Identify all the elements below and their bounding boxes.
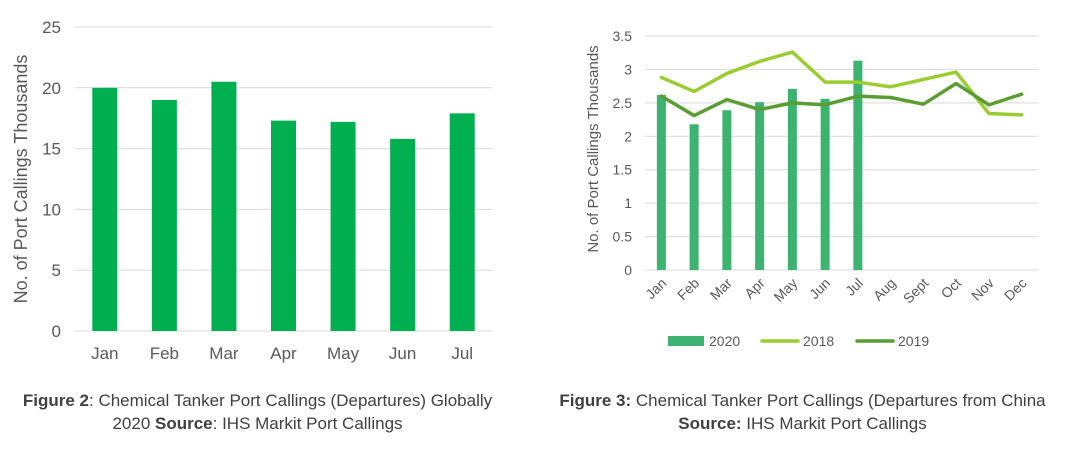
x-tick-label: Mar [707, 275, 736, 304]
bar [330, 121, 356, 332]
series-line [659, 81, 1024, 118]
legend-label: 2018 [803, 333, 834, 349]
figure-2-label: Figure 2 [22, 391, 89, 410]
bar [390, 138, 416, 331]
legend-swatch [668, 336, 704, 346]
bar [449, 113, 475, 331]
figure-3-caption: Figure 3: Chemical Tanker Port Callings … [535, 389, 1066, 435]
bar [820, 98, 830, 271]
series-line [659, 50, 1024, 117]
y-tick-label: 0.5 [613, 229, 633, 245]
x-tick-label: Jan [642, 275, 669, 302]
bar [755, 102, 765, 270]
x-tick-label: Dec [1001, 275, 1030, 304]
y-tick-label: 2.5 [613, 95, 633, 111]
y-tick-label: 0 [52, 322, 61, 341]
x-tick-label: Apr [741, 275, 768, 302]
y-tick-label: 0 [624, 262, 632, 278]
bar [151, 99, 177, 332]
bar [656, 94, 666, 270]
x-tick-label: May [770, 275, 800, 305]
x-tick-label: Aug [870, 275, 899, 304]
y-tick-label: 25 [42, 18, 61, 37]
bar [211, 81, 237, 331]
figure-3-source-label: Source: [678, 414, 742, 433]
figure-2-title: : Chemical Tanker Port Callings (Departu… [89, 391, 493, 433]
y-axis-label: No. of Port Callings Thousands [585, 45, 602, 252]
y-tick-label: 5 [52, 261, 61, 280]
x-tick-label: Jul [451, 344, 473, 363]
figure-3-label: Figure 3: [559, 391, 632, 410]
y-tick-label: 1.5 [613, 162, 633, 178]
chart-global-port-callings: 0 5 10 15 20 25 Jan Feb Mar Apr May Jun Jul No. of Po… [11, 18, 492, 363]
y-tick-label: 1 [624, 195, 632, 211]
figure-2-caption: Figure 2: Chemical Tanker Port Callings … [10, 389, 505, 435]
chart-china-port-callings: 0 0.5 1 1.5 2 2.5 3 3.5 Jan Feb Mar Apr May Jun Jul Aug… [585, 28, 1038, 349]
y-tick-label: 15 [42, 140, 61, 159]
bar [689, 124, 699, 270]
y-tick-label: 3.5 [613, 28, 633, 44]
x-tick-label: Feb [674, 275, 703, 304]
y-tick-label: 3 [624, 61, 632, 77]
bar [722, 110, 732, 270]
x-tick-label: Apr [270, 344, 297, 363]
y-tick-label: 10 [42, 200, 61, 219]
legend-label: 2020 [709, 333, 740, 349]
x-tick-label: Oct [938, 275, 965, 302]
figure-2-source-label: Source [155, 414, 213, 433]
bar [853, 60, 863, 270]
legend-label: 2019 [898, 333, 929, 349]
y-tick-label: 2 [624, 128, 632, 144]
x-tick-label: May [327, 344, 360, 363]
x-tick-label: Sept [900, 275, 932, 307]
y-tick-label: 20 [42, 79, 61, 98]
figure-2-source: : IHS Markit Port Callings [212, 414, 403, 433]
bar [787, 88, 797, 271]
bar [92, 87, 118, 331]
x-tick-label: Mar [209, 344, 239, 363]
bar [271, 120, 296, 332]
x-tick-label: Feb [150, 344, 179, 363]
x-tick-label: Jul [842, 275, 866, 299]
y-axis-label: No. of Port Callings Thousands [11, 55, 31, 304]
figure-3-title: Chemical Tanker Port Callings (Departure… [631, 391, 1046, 410]
x-tick-label: Nov [968, 275, 997, 304]
x-tick-label: Jun [389, 344, 416, 363]
x-tick-label: Jun [806, 275, 833, 302]
x-tick-label: Jan [91, 344, 118, 363]
figure-3-source: IHS Markit Port Callings [741, 414, 927, 433]
